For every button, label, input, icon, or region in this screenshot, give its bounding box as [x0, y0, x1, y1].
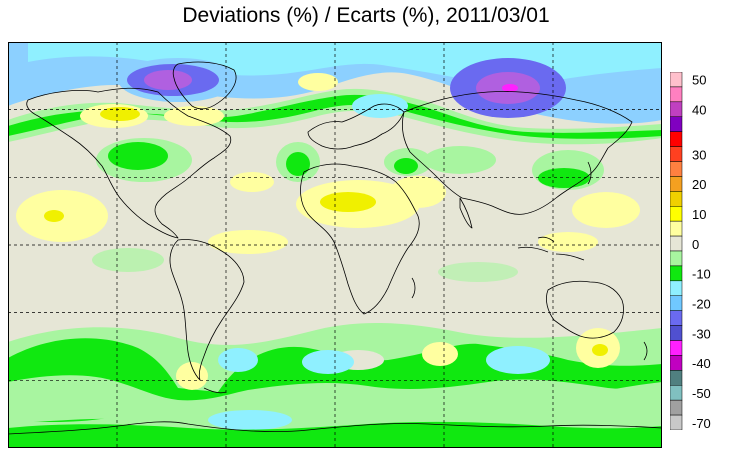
legend-swatch	[670, 370, 683, 386]
legend-swatch	[670, 265, 683, 282]
map-title: Deviations (%) / Ecarts (%), 2011/03/01	[182, 4, 550, 27]
legend-label: 30	[692, 147, 706, 162]
legend-swatch	[670, 340, 683, 356]
legend-swatch	[670, 72, 683, 88]
legend-label: -70	[692, 416, 711, 430]
legend-label: -10	[692, 267, 711, 282]
legend-swatch	[670, 295, 683, 311]
legend-swatch	[670, 414, 683, 430]
legend-label: 20	[692, 177, 706, 192]
legend-swatch	[670, 399, 683, 416]
legend-swatch	[670, 310, 683, 326]
legend-swatch	[670, 206, 683, 222]
legend-swatch	[670, 176, 683, 192]
legend-swatch	[670, 355, 683, 371]
legend-swatch	[670, 235, 683, 252]
south-atlantic-cyan	[218, 348, 258, 372]
legend-swatch	[670, 250, 683, 267]
legend-swatch	[670, 86, 683, 103]
legend-label: 10	[692, 207, 706, 222]
legend-label: -40	[692, 356, 711, 371]
legend-swatch	[670, 191, 683, 207]
legend-label: 50	[692, 73, 706, 88]
legend-swatch	[670, 220, 683, 237]
coastlines	[8, 61, 662, 435]
legend-swatch	[670, 101, 683, 118]
legend-label: -20	[692, 296, 711, 311]
legend-label: 0	[692, 237, 699, 252]
color-legend: 50 40 30 20 10 0 -10 -20 -30 -40 -50 -70	[670, 72, 711, 430]
legend-label: 40	[692, 103, 706, 118]
legend-label: -30	[692, 326, 711, 341]
legend-swatch	[670, 385, 683, 401]
legend-swatch	[670, 161, 683, 177]
legend-swatch	[670, 325, 683, 341]
legend-swatch	[670, 131, 683, 147]
legend-swatch	[670, 280, 683, 296]
scandinavia-cyan	[352, 94, 408, 118]
legend-swatch	[670, 116, 683, 132]
legend-swatch	[670, 146, 683, 162]
legend-label: -50	[692, 386, 711, 401]
deviation-map	[8, 42, 662, 448]
